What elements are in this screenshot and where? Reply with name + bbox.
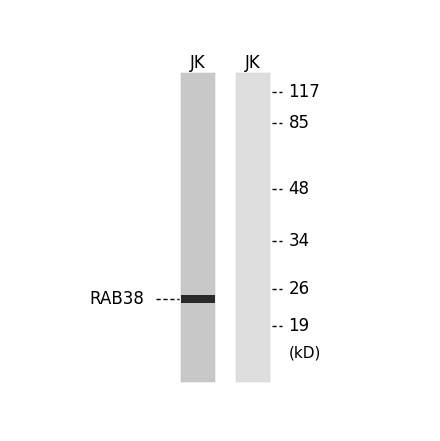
Text: JK: JK [245,54,260,72]
Bar [181,295,215,303]
Text: JK: JK [191,54,206,72]
Text: 19: 19 [289,317,310,335]
Text: RAB38: RAB38 [89,290,144,308]
Text: 117: 117 [289,83,320,101]
Text: 34: 34 [289,232,310,250]
Text: (kD): (kD) [289,346,321,361]
Bar [181,73,215,382]
Text: 48: 48 [289,180,310,198]
Text: 26: 26 [289,280,310,298]
Bar [236,73,270,382]
Text: 85: 85 [289,113,310,131]
